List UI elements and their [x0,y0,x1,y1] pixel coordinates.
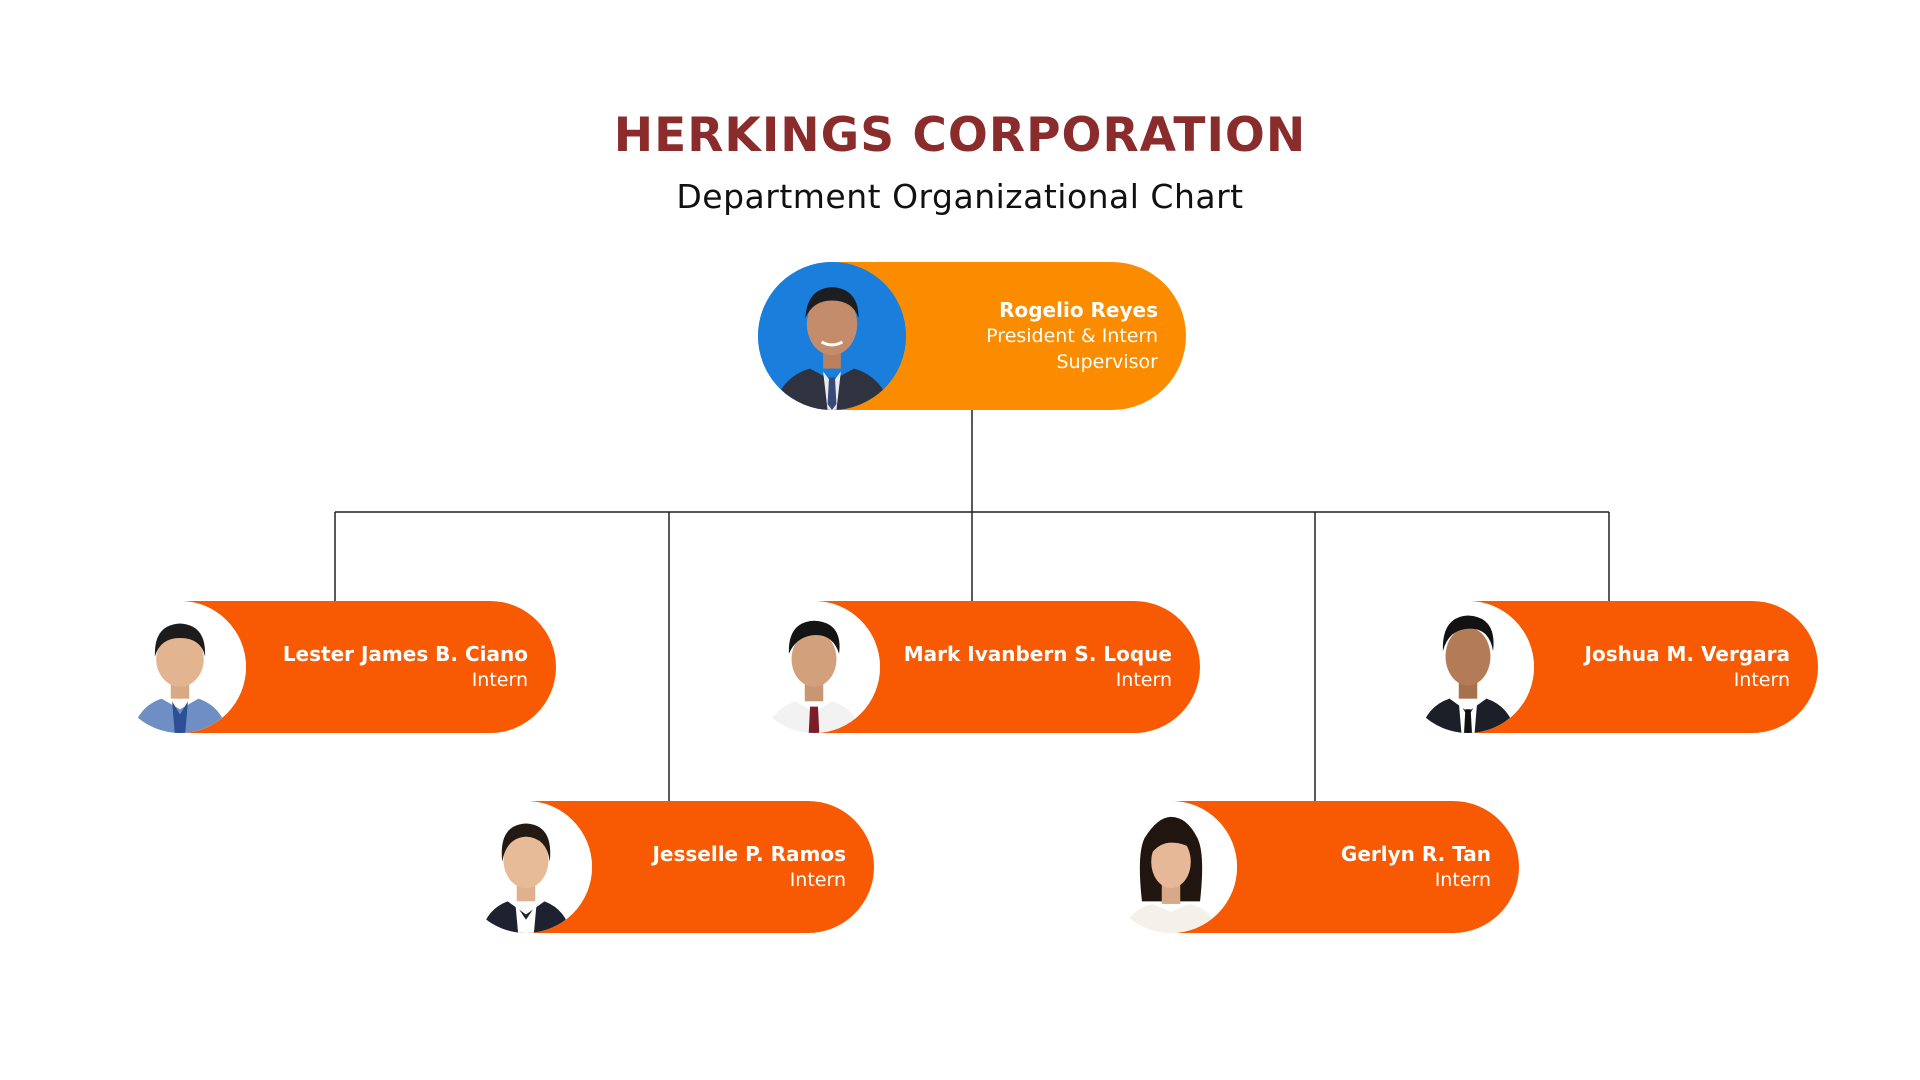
member-role: Intern [1115,669,1172,691]
supervisor-role: President & Intern Supervisor [986,325,1158,373]
member-role: Intern [471,669,528,691]
supervisor-photo [758,262,906,410]
supervisor-name: Rogelio Reyes [999,298,1158,322]
member-role: Intern [789,869,846,891]
member-role: Intern [1434,869,1491,891]
member-info-jesselle: Jesselle P. Ramos Intern [652,801,846,933]
member-photo-lester [114,601,246,733]
member-name: Jesselle P. Ramos [652,842,846,866]
member-info-joshua: Joshua M. Vergara Intern [1585,601,1790,733]
member-info-gerlyn: Gerlyn R. Tan Intern [1341,801,1491,933]
member-node-mark: Mark Ivanbern S. Loque Intern [748,601,1200,733]
member-photo-jesselle [460,801,592,933]
member-node-gerlyn: Gerlyn R. Tan Intern [1105,801,1519,933]
member-name: Gerlyn R. Tan [1340,842,1491,866]
member-name: Joshua M. Vergara [1584,642,1790,666]
member-info-mark: Mark Ivanbern S. Loque Intern [904,601,1172,733]
supervisor-node: Rogelio Reyes President & Intern Supervi… [758,262,1186,410]
member-photo-joshua [1402,601,1534,733]
member-node-jesselle: Jesselle P. Ramos Intern [460,801,874,933]
member-photo-gerlyn [1105,801,1237,933]
member-node-lester: Lester James B. Ciano Intern [114,601,556,733]
member-photo-mark [748,601,880,733]
member-info-lester: Lester James B. Ciano Intern [283,601,528,733]
company-title: HERKINGS CORPORATION [613,108,1307,163]
supervisor-info: Rogelio Reyes President & Intern Supervi… [968,262,1158,410]
member-role: Intern [1733,669,1790,691]
member-node-joshua: Joshua M. Vergara Intern [1402,601,1818,733]
chart-subtitle: Department Organizational Chart [676,177,1244,216]
member-name: Mark Ivanbern S. Loque [903,642,1172,666]
member-name: Lester James B. Ciano [282,642,528,666]
